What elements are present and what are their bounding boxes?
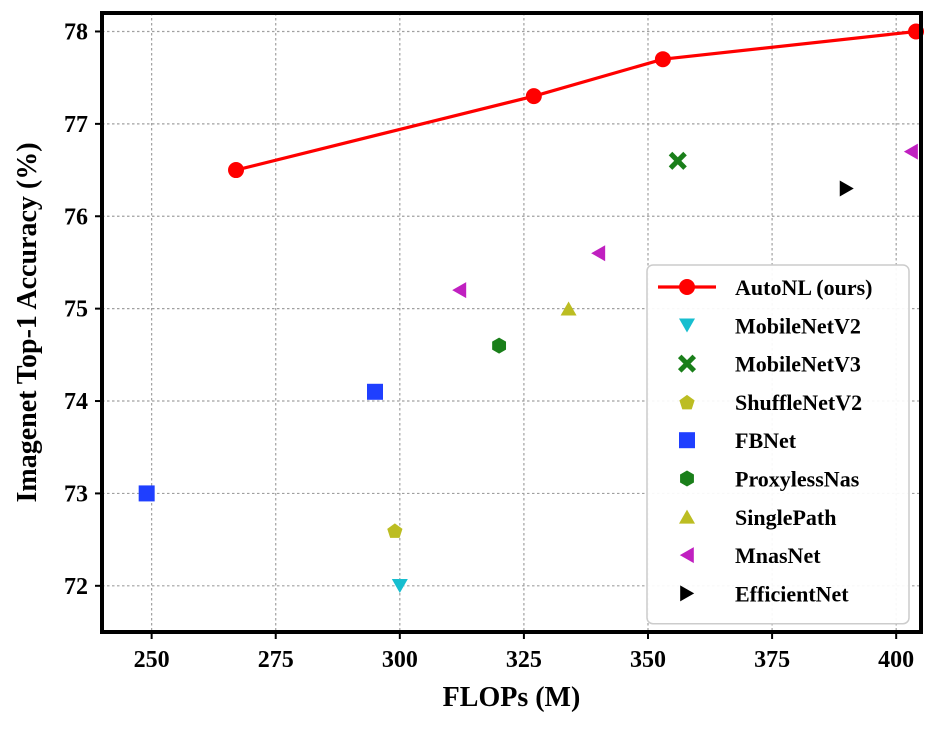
y-tick-label: 74 [64,389,88,415]
plot-frame [100,11,923,634]
y-tick-label: 73 [64,481,88,507]
y-tick-label: 75 [64,297,88,323]
y-tick-label: 78 [64,19,88,45]
legend-label-shufflenetv2: ShuffleNetV2 [735,390,862,415]
series-singlepath [560,301,577,316]
data-point-autonl-ours [525,88,542,105]
data-point-efficientnet [839,180,854,197]
y-tick-label: 72 [64,574,88,600]
x-marker-stroke [677,354,697,373]
legend-label-autonl-ours: AutoNL (ours) [735,275,873,300]
data-point-mobilenetv3 [668,151,687,170]
series-shufflenetv2 [387,523,403,538]
legend-label-proxylessnas: ProxylessNas [735,467,860,492]
series-mobilenetv3 [668,151,687,170]
legend-marker-singlepath [679,509,695,524]
x-tick-label: 275 [258,647,294,673]
x-marker-stroke [668,151,687,170]
legend-label-mobilenetv3: MobileNetV3 [735,352,861,377]
data-point-mobilenetv2 [391,579,408,594]
data-point-fbnet [138,485,155,502]
legend-marker-autonl-ours [679,279,695,295]
series-proxylessnas [492,337,507,354]
legend-box [646,264,910,625]
y-tick-label: 76 [64,204,88,230]
legend-marker-shufflenetv2 [679,394,695,410]
legend-marker-mnasnet [679,547,694,564]
series-mnasnet [452,143,918,299]
series-fbnet [138,383,383,502]
legend-marker-mobilenetv3 [677,354,697,373]
series-efficientnet [839,180,854,197]
legend-label-singlepath: SinglePath [735,505,836,530]
data-point-shufflenetv2 [387,523,403,538]
legend-label-fbnet: FBNet [735,428,797,453]
data-point-proxylessnas [492,337,507,354]
series-autonl-ours [228,23,925,179]
y-tick-label: 77 [64,112,88,138]
legend: AutoNL (ours) MobileNetV2 MobileNetV3 Shuff… [646,264,910,625]
axis-ticks: 250 275 300 325 350 375 400 72 73 74 75 76 77 78 [64,19,914,673]
x-tick-label: 325 [506,647,542,673]
data-point-mnasnet [591,245,606,262]
data-point-singlepath [560,301,577,316]
series-mobilenetv2 [391,579,408,594]
x-tick-label: 250 [134,647,170,673]
data-point-fbnet [367,383,383,400]
data-point-mnasnet [452,282,467,299]
data-point-autonl-ours [654,51,671,68]
x-tick-label: 300 [382,647,418,673]
legend-label-mnasnet: MnasNet [735,543,821,568]
data-point-mnasnet [903,143,918,160]
data-point-autonl-ours [228,162,245,179]
x-axis-label: FLOPs (M) [443,682,581,713]
series-line-autonl-ours [235,29,917,172]
x-tick-label: 400 [878,647,914,673]
legend-marker-fbnet [679,432,695,449]
y-axis-label: Imagenet Top-1 Accuracy (%) [12,142,43,502]
legend-label-efficientnet: EfficientNet [735,581,849,606]
legend-marker-efficientnet [680,585,695,602]
legend-label-mobilenetv2: MobileNetV2 [735,313,861,338]
legend-marker-proxylessnas [680,470,694,487]
legend-marker-mobilenetv2 [679,318,695,333]
x-tick-label: 350 [630,647,666,673]
x-tick-label: 375 [754,647,790,673]
